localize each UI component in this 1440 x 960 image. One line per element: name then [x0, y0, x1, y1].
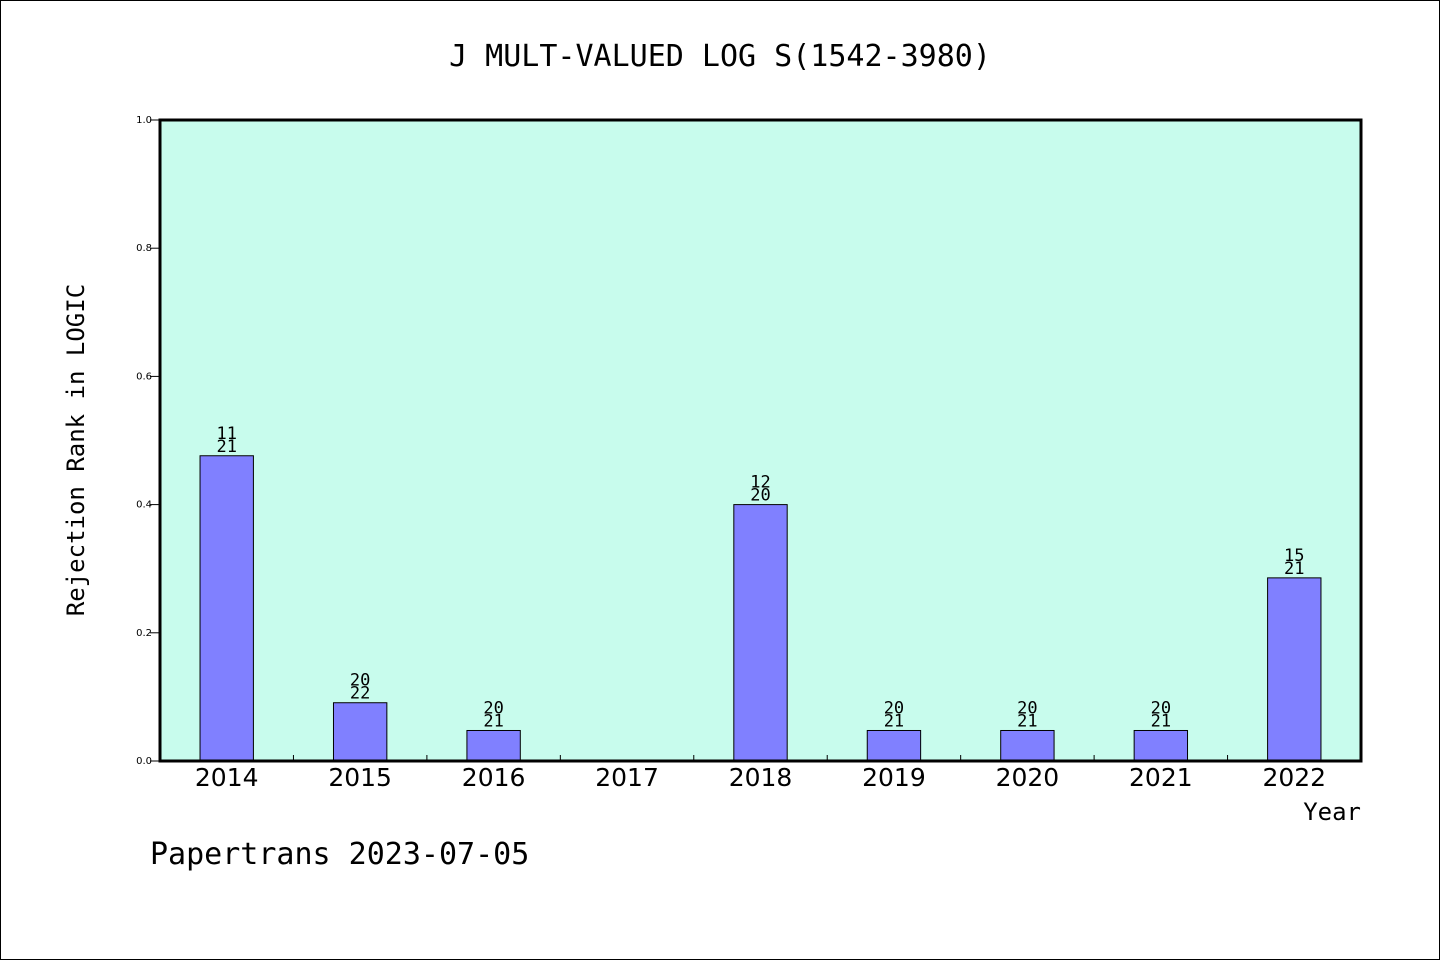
chart-title: J MULT-VALUED LOG S(1542-3980) [449, 39, 991, 74]
x-axis-label: Year [1303, 798, 1361, 826]
bar-label-top-2021: 20 [1151, 698, 1171, 718]
bar-label-bottom-2021: 21 [1151, 711, 1171, 731]
bar-2014 [199, 455, 254, 762]
footer-credit: Papertrans 2023-07-05 [150, 837, 529, 872]
plot-border [158, 118, 1363, 763]
y-tick-label-0.0: 0.0 [136, 756, 152, 767]
bar-label-top-2018: 12 [750, 473, 770, 493]
bar-label-bottom-2018: 20 [750, 486, 770, 506]
bar-label-top-2022: 15 [1284, 546, 1304, 566]
x-tick-label-2019: 2019 [862, 763, 926, 792]
bar-2015 [332, 702, 388, 762]
bar-label-bottom-2020: 21 [1017, 711, 1037, 731]
bar-label-top-2016: 20 [483, 698, 503, 718]
bar-label-bottom-2014: 21 [216, 437, 236, 457]
bar-label-top-2019: 20 [884, 698, 904, 718]
bar-label-bottom-2015: 22 [350, 684, 370, 704]
x-tick-label-2021: 2021 [1129, 763, 1193, 792]
y-axis: 0.0 0.2 0.4 0.6 0.8 1.0 [136, 115, 160, 767]
x-tick-label-2020: 2020 [996, 763, 1060, 792]
y-tick-label-0.2: 0.2 [136, 628, 152, 639]
bar-label-top-2020: 20 [1017, 698, 1037, 718]
bar-label-top-2014: 11 [216, 424, 236, 444]
x-tick-label-2022: 2022 [1262, 763, 1326, 792]
bar-2016 [466, 729, 521, 762]
x-tick-label-2018: 2018 [729, 763, 793, 792]
bar-2019 [866, 729, 922, 762]
bar-label-bottom-2019: 21 [884, 711, 904, 731]
x-tick-label-2017: 2017 [595, 763, 659, 792]
x-tick-label-2016: 2016 [462, 763, 526, 792]
x-tick-label-2015: 2015 [328, 763, 392, 792]
bar-2020 [1000, 729, 1055, 762]
y-tick-label-0.4: 0.4 [136, 500, 152, 511]
bar-2022 [1267, 577, 1322, 762]
x-axis: 2014 2015 2016 2017 2018 2019 2020 2021 2022 [195, 755, 1326, 792]
bars-group [199, 455, 1322, 762]
y-tick-label-0.6: 0.6 [136, 371, 152, 382]
y-axis-label: Rejection Rank in LOGIC [62, 284, 90, 616]
bar-2021 [1133, 729, 1189, 762]
bar-label-bottom-2022: 21 [1284, 559, 1304, 579]
bar-2018 [733, 504, 788, 762]
bar-label-bottom-2016: 21 [483, 711, 503, 731]
bar-label-top-2015: 20 [350, 671, 370, 691]
y-tick-label-1.0: 1.0 [136, 115, 152, 126]
y-tick-label-0.8: 0.8 [136, 243, 152, 254]
x-tick-label-2014: 2014 [195, 763, 259, 792]
